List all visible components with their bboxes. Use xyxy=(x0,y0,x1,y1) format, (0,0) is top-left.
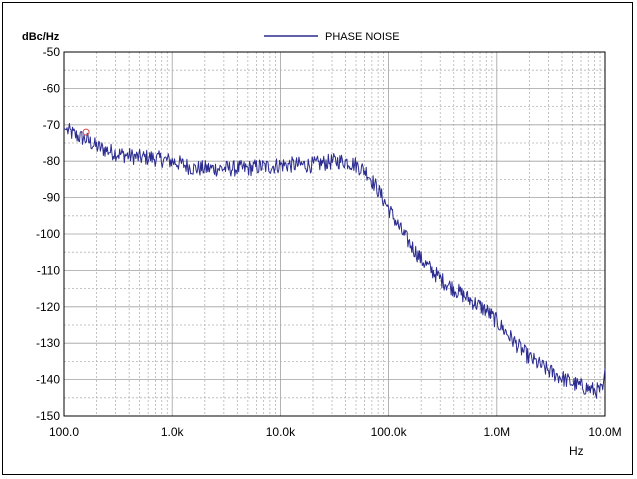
x-axis-label: Hz xyxy=(569,444,584,458)
phase-noise-line xyxy=(63,123,606,399)
x-tick-label: 10.0k xyxy=(266,425,296,439)
x-tick-label: 10.0M xyxy=(588,425,621,439)
y-tick-label: -50 xyxy=(43,45,61,59)
chart-frame xyxy=(2,2,633,475)
y-tick-label: -80 xyxy=(43,154,61,168)
y-tick-label: -90 xyxy=(43,191,61,205)
x-tick-label: 1.0k xyxy=(161,425,185,439)
y-tick-label: -140 xyxy=(36,373,60,387)
x-tick-label: 1.0M xyxy=(483,425,510,439)
axis-labels: -50 -60 -70 -80 -90 -100 -110 -120 -130 -140 -150 1… xyxy=(36,45,622,439)
y-tick-label: -120 xyxy=(36,300,60,314)
x-tick-label: 100.0 xyxy=(49,425,79,439)
y-tick-label: -100 xyxy=(36,227,60,241)
grid xyxy=(63,51,605,417)
y-axis-label: dBc/Hz xyxy=(22,31,60,43)
legend: PHASE NOISE xyxy=(264,31,400,43)
legend-label: PHASE NOISE xyxy=(325,31,400,43)
y-tick-label: -70 xyxy=(43,118,61,132)
y-tick-label: -60 xyxy=(43,81,61,95)
y-tick-label: -110 xyxy=(37,263,60,277)
x-tick-label: 100.0k xyxy=(371,425,408,439)
series-layer xyxy=(63,123,606,399)
y-tick-label: -150 xyxy=(36,409,60,423)
marker-point xyxy=(82,128,90,136)
y-tick-label: -130 xyxy=(36,336,60,350)
plot-area xyxy=(63,51,606,417)
